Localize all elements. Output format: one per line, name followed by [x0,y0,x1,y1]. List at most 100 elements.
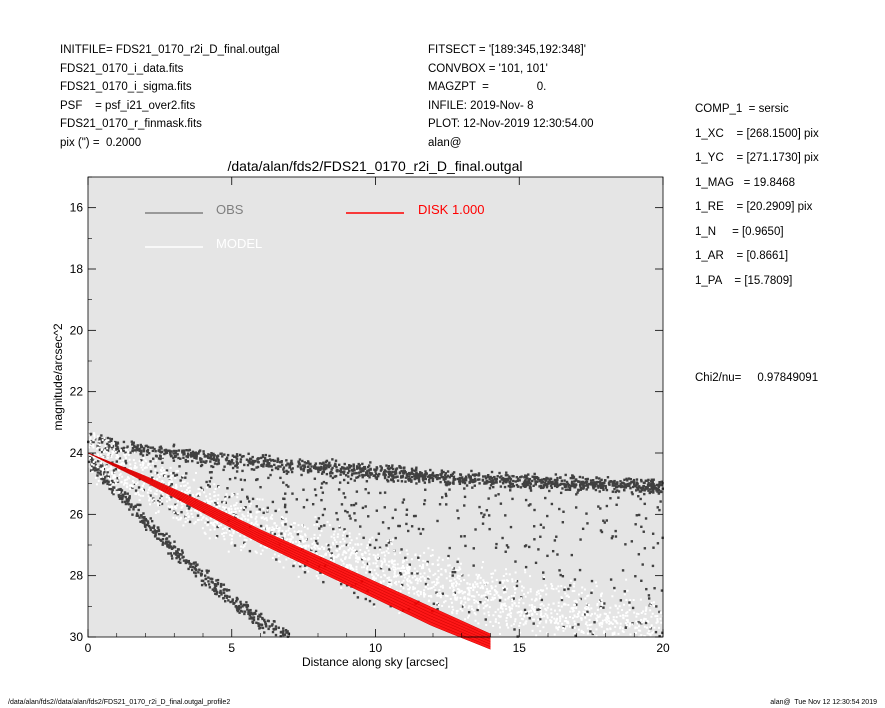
model-point [285,520,288,523]
obs-point [214,501,217,505]
model-point [447,557,450,560]
obs-point [181,451,184,454]
model-point [121,475,124,478]
model-point [504,585,507,588]
obs-point [100,477,103,480]
obs-point [584,477,587,481]
model-point [390,583,393,586]
model-point [342,538,345,541]
model-point [595,617,598,620]
model-point [552,602,555,605]
model-point [175,507,178,510]
model-point [356,571,359,574]
obs-point [614,490,617,494]
model-point [416,582,419,585]
model-point [372,553,375,556]
model-point [147,488,150,491]
obs-point [379,567,383,570]
model-point [407,571,410,574]
obs-point [113,486,116,489]
obs-point [268,454,271,458]
obs-point [287,485,290,488]
model-point [467,586,470,589]
model-point [426,564,429,567]
obs-point [575,493,578,496]
obs-point [152,524,156,528]
obs-point [597,486,600,489]
model-point [493,596,496,599]
model-point [635,620,638,623]
obs-point [451,574,454,577]
obs-point [591,481,594,484]
obs-point [146,523,149,527]
model-point [427,595,430,598]
obs-point [566,482,570,486]
model-point [122,459,125,462]
obs-point [343,470,346,473]
model-point [366,568,369,571]
model-point [236,496,239,499]
obs-point [339,467,343,471]
obs-point [561,521,565,524]
model-point [329,553,332,556]
model-point [221,527,224,530]
model-point [241,513,244,516]
obs-point [575,478,578,481]
obs-point [173,511,177,515]
obs-point [259,524,263,528]
obs-point [117,488,120,491]
model-point [190,512,193,515]
model-point [229,533,232,536]
model-point [282,517,285,520]
obs-point [241,605,244,608]
obs-point [223,453,226,456]
obs-point [352,463,355,466]
obs-point [193,452,196,456]
model-point [179,484,182,487]
model-point [106,456,109,459]
obs-point [532,525,536,528]
model-point [651,631,654,634]
obs-point [350,503,353,507]
obs-point [534,483,537,486]
obs-point [170,547,174,551]
model-point [452,593,455,596]
model-point [569,579,572,582]
obs-point [331,476,335,480]
model-point [445,577,448,580]
obs-point [477,472,481,475]
model-point [271,526,274,529]
model-point [230,538,233,541]
obs-point [621,569,625,572]
model-point [204,521,207,524]
model-point [626,611,629,614]
model-point [477,593,480,596]
obs-point [652,485,655,488]
model-point [514,620,517,623]
model-point [293,530,296,533]
obs-point [192,451,196,455]
obs-point [522,484,525,488]
obs-point [526,480,529,483]
obs-point [116,442,120,445]
model-point [203,531,206,534]
model-point [132,459,135,462]
obs-point [96,474,99,477]
model-point [370,568,373,571]
obs-point [648,491,651,495]
model-point [335,541,338,544]
model-point [406,577,409,580]
obs-point [456,560,459,564]
model-point [190,509,193,512]
model-point [257,510,260,513]
model-point [413,575,416,578]
model-point [313,546,316,549]
obs-point [560,479,564,482]
model-point [209,502,212,505]
obs-point [337,488,341,491]
model-point [479,576,482,579]
model-point [91,463,94,466]
obs-point [644,485,648,489]
model-point [553,617,556,620]
obs-point [507,484,510,488]
